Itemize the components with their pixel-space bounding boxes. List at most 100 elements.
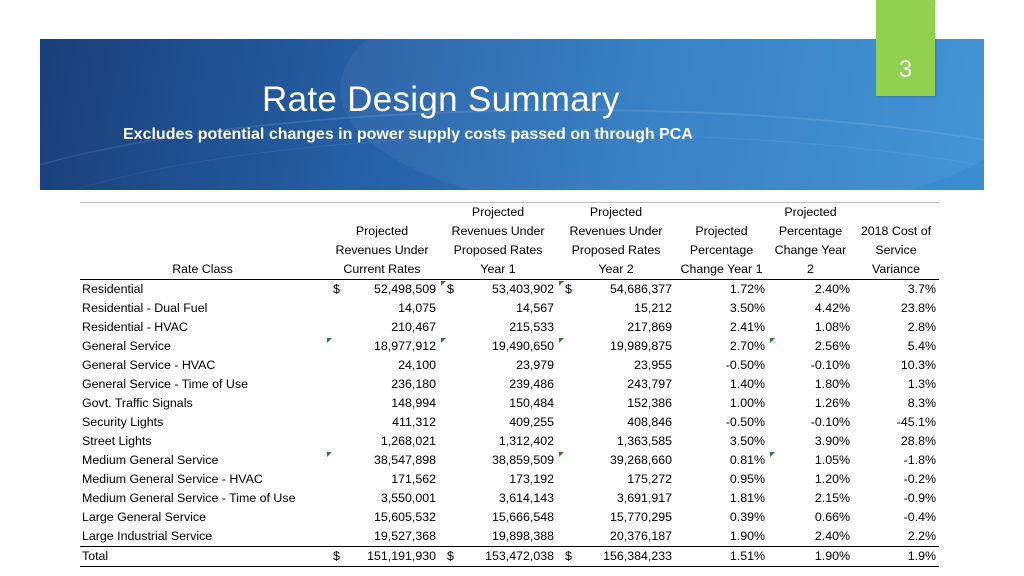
error-indicator-icon <box>327 338 332 343</box>
pct1-cell: 1.00% <box>675 394 768 413</box>
cell-value: 20,376,187 <box>609 529 672 543</box>
current-cell: 19,527,368 <box>325 527 439 547</box>
cell-value: 1.9% <box>907 549 936 563</box>
column-header: Projected Revenues Under Proposed Rates … <box>557 202 675 280</box>
rate-class-cell: General Service <box>82 339 171 353</box>
error-indicator-icon <box>441 338 446 343</box>
cell-value: 14,075 <box>398 301 436 315</box>
cell-value: 1.40% <box>729 377 765 391</box>
table-row: General Service - Time of Use 236,180 239,… <box>80 375 939 394</box>
year2-cell: 19,989,875 <box>557 337 675 356</box>
year1-cell: 173,192 <box>439 470 557 489</box>
banner-swoosh-decoration <box>40 134 984 190</box>
cell-value: 1.81% <box>729 491 765 505</box>
pct2-cell: 2.56% <box>768 337 853 356</box>
table-total-row: Total $151,191,930 $153,472,038 $156,384,23… <box>80 546 939 567</box>
cell-value: -0.10% <box>810 415 850 429</box>
cell-value: 3,691,917 <box>616 491 672 505</box>
current-cell: 24,100 <box>325 356 439 375</box>
current-cell: 210,467 <box>325 318 439 337</box>
column-header: Projected Revenues Under Current Rates <box>325 202 439 280</box>
pct2-cell: 4.42% <box>768 299 853 318</box>
year1-cell: 239,486 <box>439 375 557 394</box>
cell-value: 150,484 <box>509 396 554 410</box>
cell-value: 1,268,021 <box>380 434 436 448</box>
rate-class-cell: Large General Service <box>82 510 206 524</box>
table-row: Medium General Service - HVAC 171,562 173,… <box>80 470 939 489</box>
variance-cell: 8.3% <box>853 394 939 413</box>
year1-cell: 38,859,509 <box>439 451 557 470</box>
cell-value: 0.95% <box>729 472 765 486</box>
pct1-cell: 3.50% <box>675 299 768 318</box>
year1-cell: $53,403,902 <box>439 280 557 300</box>
table-row: Residential - HVAC 210,467 215,533 217,869 2… <box>80 318 939 337</box>
cell-value: 10.3% <box>900 358 936 372</box>
slide-subtitle: Excludes potential changes in power supp… <box>123 126 693 143</box>
pct2-cell: 3.90% <box>768 432 853 451</box>
year1-cell: 3,614,143 <box>439 489 557 508</box>
pct1-cell: -0.50% <box>675 413 768 432</box>
pct1-cell: 1.40% <box>675 375 768 394</box>
cell-value: 1,312,402 <box>498 434 554 448</box>
cell-value: 2.15% <box>814 491 850 505</box>
current-cell: 18,977,912 <box>325 337 439 356</box>
cell-value: -0.4% <box>903 510 936 524</box>
cell-value: 15,605,532 <box>373 510 436 524</box>
current-cell: 1,268,021 <box>325 432 439 451</box>
rate-class-cell: Residential - HVAC <box>82 320 188 334</box>
cell-value: 3,614,143 <box>498 491 554 505</box>
cell-value: 171,562 <box>391 472 436 486</box>
year1-cell: 19,898,388 <box>439 527 557 547</box>
cell-value: 243,797 <box>627 377 672 391</box>
cell-value: 19,898,388 <box>491 529 554 543</box>
cell-value: 5.4% <box>907 339 936 353</box>
banner-swoosh-decoration <box>40 109 984 190</box>
cell-value: -1.8% <box>903 453 936 467</box>
table-row: General Service 18,977,912 19,490,650 19,98… <box>80 337 939 356</box>
error-indicator-icon <box>770 338 775 343</box>
variance-cell: -45.1% <box>853 413 939 432</box>
year2-cell: 39,268,660 <box>557 451 675 470</box>
current-cell: 3,550,001 <box>325 489 439 508</box>
cell-value: 0.39% <box>729 510 765 524</box>
rate-class-cell: General Service - Time of Use <box>82 377 248 391</box>
variance-cell: 3.7% <box>853 280 939 300</box>
cell-value: 52,498,509 <box>373 282 436 296</box>
cell-value: 18,977,912 <box>373 339 436 353</box>
cell-value: 3,550,001 <box>380 491 436 505</box>
cell-value: 15,770,295 <box>609 510 672 524</box>
cell-value: 8.3% <box>907 396 936 410</box>
year1-cell: 19,490,650 <box>439 337 557 356</box>
rate-class-cell: Medium General Service - HVAC <box>82 472 263 486</box>
cell-value: 19,490,650 <box>491 339 554 353</box>
year2-cell: 408,846 <box>557 413 675 432</box>
error-indicator-icon <box>559 281 564 286</box>
cell-value: 156,384,233 <box>603 549 672 563</box>
current-cell: 411,312 <box>325 413 439 432</box>
table-row: Residential $52,498,509 $53,403,902 $54,686… <box>80 280 939 300</box>
pct2-cell: 1.26% <box>768 394 853 413</box>
cell-value: -0.2% <box>903 472 936 486</box>
variance-cell: 2.2% <box>853 527 939 547</box>
column-header: Projected Percentage Change Year 1 <box>675 202 768 280</box>
rate-class-cell: Street Lights <box>82 434 152 448</box>
table-row: Large Industrial Service 19,527,368 19,898… <box>80 527 939 547</box>
currency-symbol: $ <box>333 282 340 296</box>
pct2-cell: 1.90% <box>768 546 853 567</box>
cell-value: 1.90% <box>814 549 850 563</box>
table-row: Security Lights 411,312 409,255 408,846 -0.5… <box>80 413 939 432</box>
cell-value: -0.10% <box>810 358 850 372</box>
pct2-cell: 1.20% <box>768 470 853 489</box>
cell-value: 53,403,902 <box>491 282 554 296</box>
pct1-cell: 1.72% <box>675 280 768 300</box>
current-cell: 148,994 <box>325 394 439 413</box>
cell-value: 1.20% <box>814 472 850 486</box>
pct2-cell: -0.10% <box>768 356 853 375</box>
year1-cell: 409,255 <box>439 413 557 432</box>
cell-value: 1.51% <box>729 549 765 563</box>
cell-value: 4.42% <box>814 301 850 315</box>
cell-value: 15,212 <box>634 301 672 315</box>
currency-symbol: $ <box>447 549 454 563</box>
pct2-cell: 1.80% <box>768 375 853 394</box>
cell-value: 153,472,038 <box>485 549 554 563</box>
